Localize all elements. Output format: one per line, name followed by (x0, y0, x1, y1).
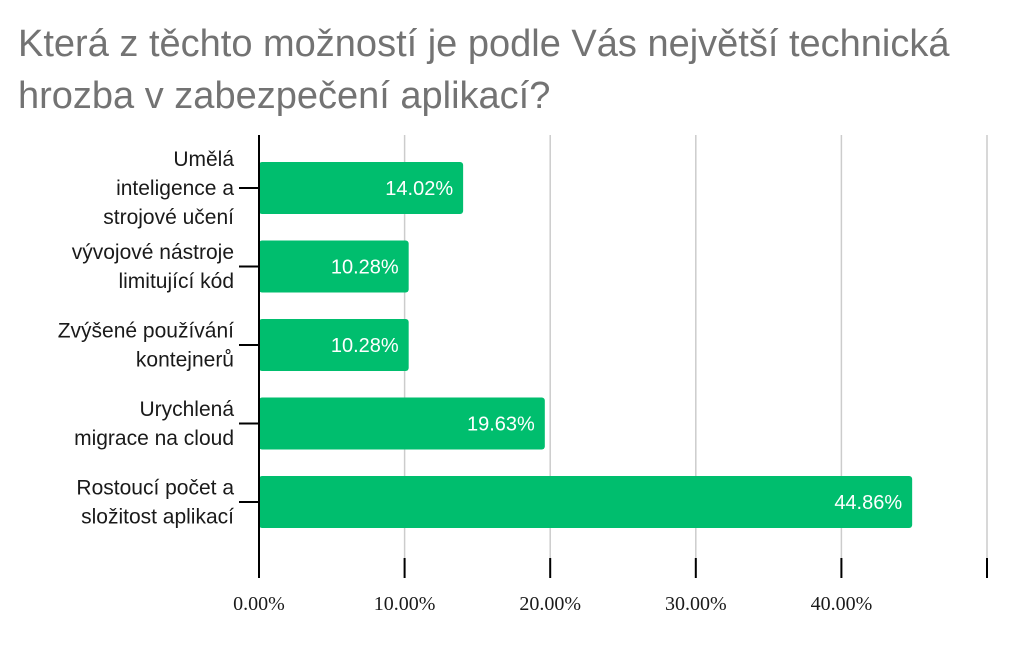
x-tick-label: 20.00% (519, 593, 581, 615)
data-label: 44.86% (834, 492, 902, 514)
category-label: vývojové nástroje limitující kód (72, 241, 234, 293)
bar (259, 319, 409, 371)
chart-title: Která z těchto možností je podle Vás nej… (18, 23, 950, 117)
data-label: 19.63% (467, 414, 535, 436)
labels: 0.00% 10.00% 20.00% 30.00% 40.00% 14.02% Umělá… (58, 148, 903, 615)
bar (259, 240, 409, 293)
category-label: Rostoucí počet a složitost aplikací (76, 477, 234, 529)
data-label: 10.28% (331, 257, 399, 279)
x-tick-label: 40.00% (811, 593, 873, 615)
data-label: 10.28% (331, 335, 399, 357)
bar (259, 397, 545, 450)
category-label: Umělá inteligence a strojové učení (103, 148, 234, 229)
category-label: Zvýšené používání kontejnerů (58, 320, 234, 372)
axes (239, 135, 988, 578)
category-label: Urychlená migrace na cloud (74, 398, 234, 450)
x-tick-label: 0.00% (233, 593, 285, 615)
x-tick-label: 30.00% (665, 593, 727, 615)
bars (259, 162, 913, 528)
x-tick-label: 10.00% (374, 593, 436, 615)
data-label: 14.02% (385, 178, 453, 200)
bar (259, 476, 913, 528)
bar (259, 162, 464, 214)
